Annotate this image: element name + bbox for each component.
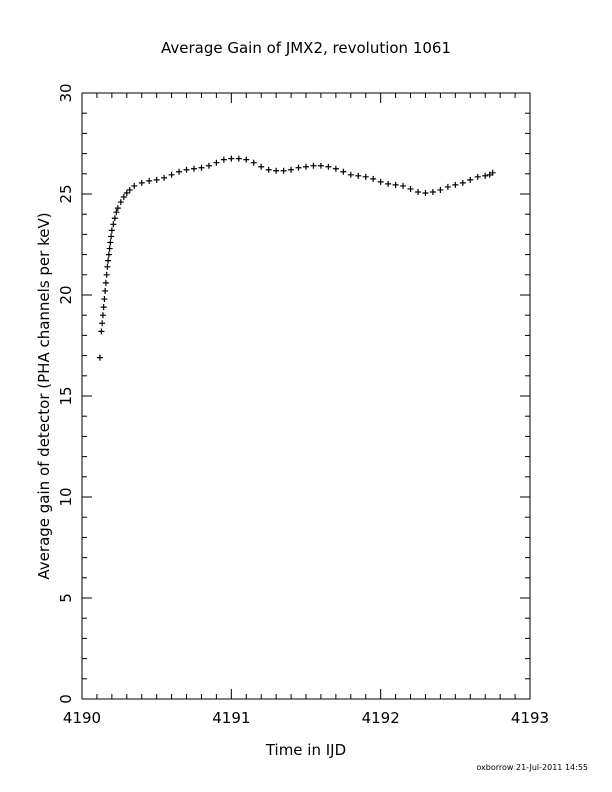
data-point [101, 296, 108, 303]
data-point [303, 163, 309, 170]
data-markers [96, 155, 496, 361]
data-point [340, 168, 347, 175]
data-point [258, 163, 265, 170]
data-point [176, 168, 183, 175]
data-point [105, 257, 112, 264]
data-point [325, 163, 332, 170]
data-point [161, 174, 168, 181]
x-tick-label: 4193 [511, 709, 549, 727]
data-point [400, 182, 407, 189]
data-point [474, 173, 481, 180]
chart-title: Average Gain of JMX2, revolution 1061 [161, 39, 451, 57]
data-point [265, 166, 272, 173]
data-point [126, 186, 133, 193]
x-tick-label: 4190 [63, 709, 101, 727]
data-point [103, 271, 110, 278]
data-point [191, 165, 197, 172]
y-tick-label: 20 [57, 285, 75, 304]
y-tick-label: 10 [57, 487, 75, 506]
data-point [131, 182, 138, 189]
data-point [111, 215, 118, 222]
data-point [459, 179, 466, 186]
y-tick-label: 0 [57, 694, 75, 704]
data-point [243, 156, 250, 163]
data-point [183, 166, 190, 173]
data-point [213, 159, 220, 166]
axis-ticks [81, 92, 531, 700]
footer-stamp: oxborrow 21-Jul-2011 14:55 [476, 763, 588, 772]
x-tick-label: 4191 [212, 709, 250, 727]
data-point [482, 172, 489, 179]
data-point [452, 181, 459, 188]
y-tick-label: 30 [57, 83, 75, 102]
y-tick-label: 15 [57, 386, 75, 405]
data-point [110, 221, 117, 228]
data-point [113, 209, 120, 216]
data-point [114, 205, 121, 212]
x-axis-label: Time in IJD [265, 741, 346, 759]
data-point [100, 304, 107, 311]
data-point [332, 165, 339, 172]
data-point [392, 181, 399, 188]
x-tick-label: 4192 [362, 709, 400, 727]
y-axis-label: Average gain of detector (PHA channels p… [35, 212, 53, 579]
data-point [205, 162, 212, 169]
data-point [220, 156, 227, 163]
data-point [415, 188, 421, 195]
data-point [347, 171, 354, 178]
data-point [310, 162, 317, 169]
data-point [377, 178, 384, 185]
data-point [120, 194, 127, 201]
data-point [407, 185, 414, 192]
data-point [107, 239, 114, 246]
data-point [355, 172, 362, 179]
data-point [228, 155, 235, 162]
data-point [102, 279, 109, 286]
axis-tick-labels: 4190 4191 4192 4193 0 5 10 15 20 25 30 [57, 83, 549, 727]
data-point [138, 179, 145, 186]
data-point [153, 176, 160, 183]
data-point [105, 251, 112, 258]
data-point [104, 263, 111, 270]
data-point [362, 173, 369, 180]
data-point [123, 189, 130, 196]
y-tick-label: 5 [57, 593, 75, 603]
data-point [437, 186, 444, 193]
data-point [235, 155, 242, 162]
data-point [467, 176, 474, 183]
data-point [273, 167, 280, 174]
data-point [106, 245, 113, 252]
data-point [444, 183, 451, 190]
data-point [295, 164, 302, 171]
y-tick-label: 25 [57, 184, 75, 203]
data-point [429, 188, 436, 195]
data-point [168, 171, 175, 178]
data-point [99, 320, 106, 327]
data-point [108, 227, 115, 234]
data-point [117, 199, 124, 206]
data-point [422, 189, 429, 196]
data-point [98, 328, 105, 335]
data-point [489, 169, 496, 176]
data-point [250, 159, 257, 166]
data-point [99, 312, 106, 319]
data-point [370, 175, 377, 182]
data-point [108, 233, 115, 240]
data-point [385, 180, 392, 187]
data-point [317, 162, 324, 169]
data-point [102, 287, 109, 294]
data-point [146, 177, 153, 184]
data-point [288, 166, 295, 173]
data-point [96, 354, 103, 361]
data-point [280, 167, 287, 174]
data-point [198, 164, 205, 171]
